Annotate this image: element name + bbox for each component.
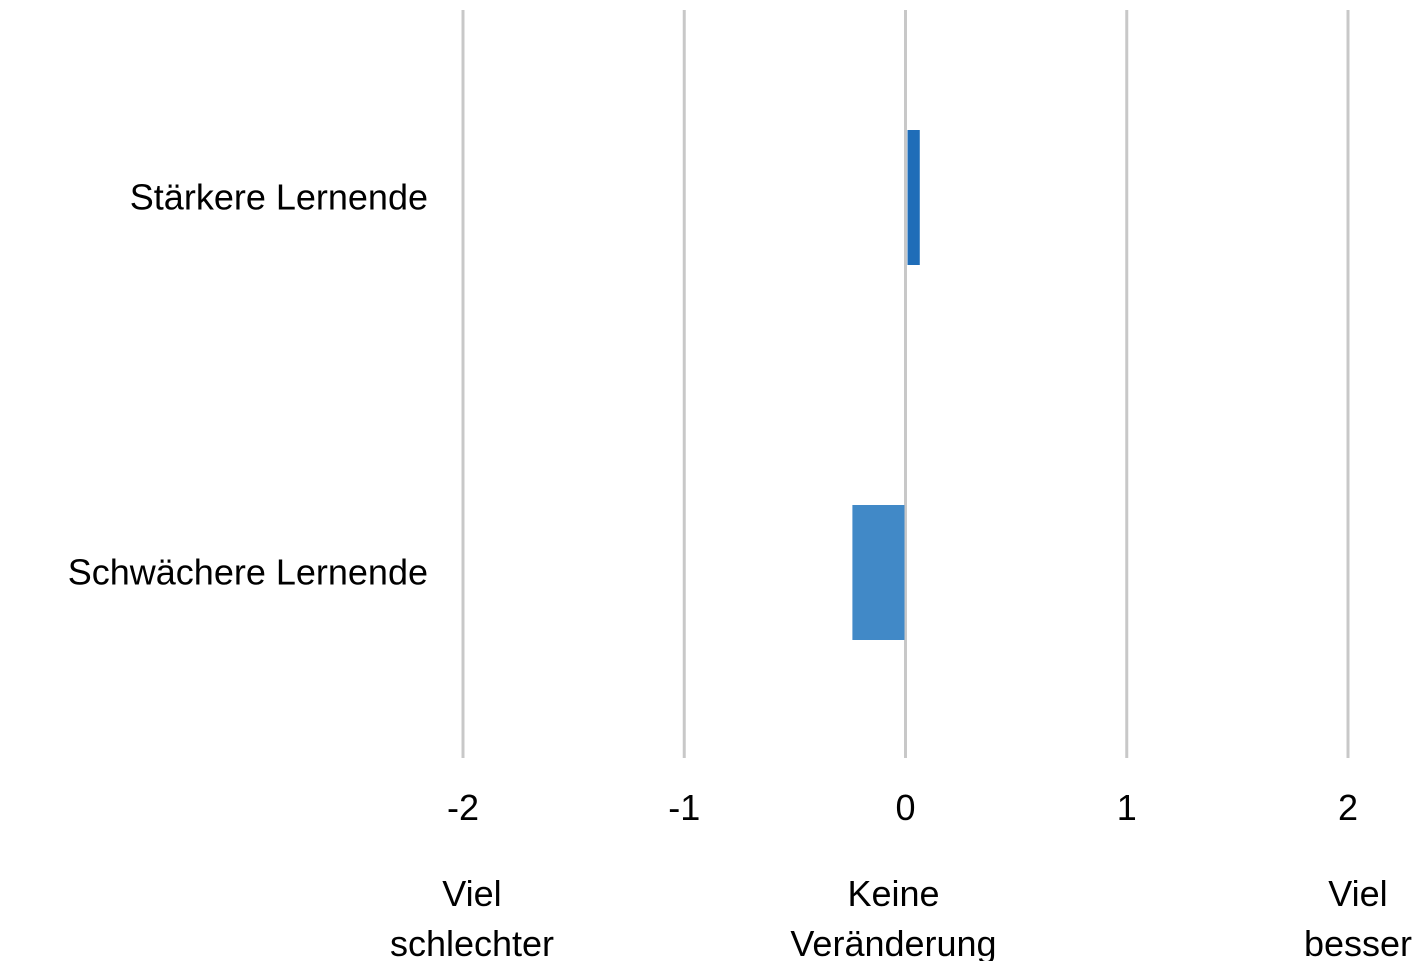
annotation-keine-veränderung: Keine Veränderung bbox=[790, 873, 996, 961]
x-tick-label-1: 1 bbox=[1117, 787, 1137, 828]
x-tick-label-0: 0 bbox=[895, 787, 915, 828]
annotation-viel-schlechter: Viel schlechter bbox=[390, 873, 554, 961]
annotation-viel-besser: Viel besser bbox=[1304, 873, 1412, 961]
x-tick-label-2: 2 bbox=[1338, 787, 1358, 828]
bar-schwaechere-lernende bbox=[852, 505, 905, 640]
bar-staerkere-lernende bbox=[907, 130, 920, 265]
category-label-schwaechere-lernende: Schwächere Lernende bbox=[68, 552, 428, 593]
x-tick-label--2: -2 bbox=[447, 787, 479, 828]
category-label-staerkere-lernende: Stärkere Lernende bbox=[130, 177, 428, 218]
x-tick-label--1: -1 bbox=[668, 787, 700, 828]
